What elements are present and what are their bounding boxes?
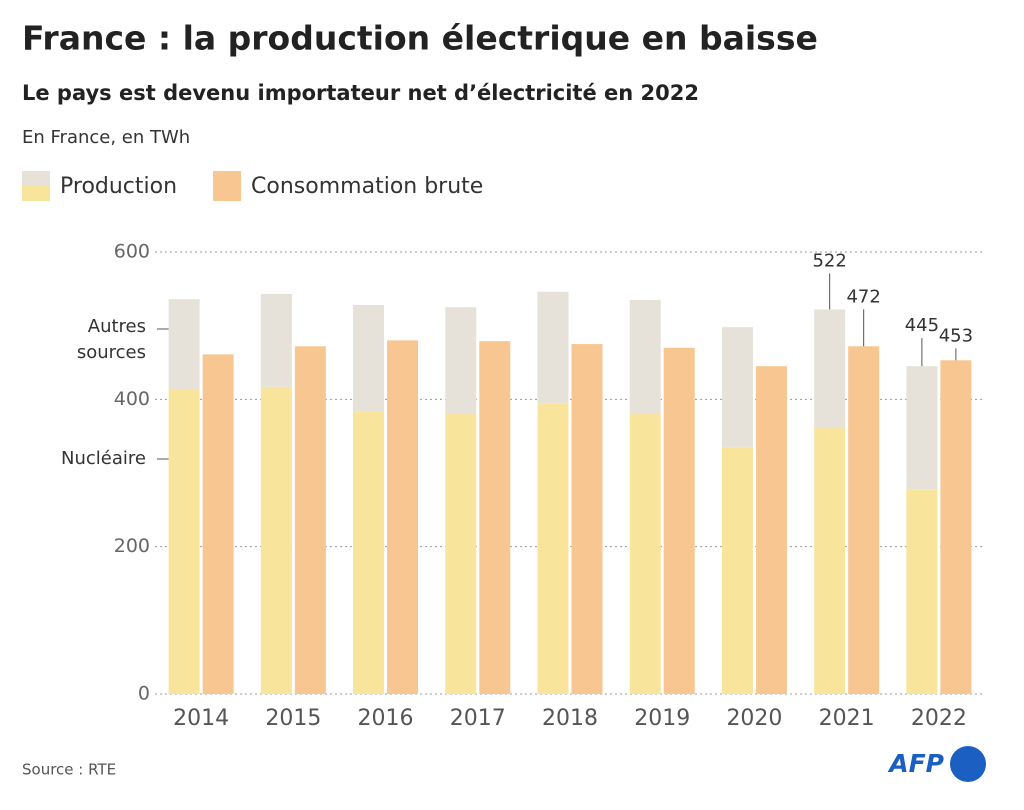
x-tick-label: 2022 — [911, 706, 967, 731]
bar — [755, 366, 787, 694]
logo-circle — [950, 746, 986, 782]
bar — [814, 428, 846, 694]
segment-label: Autres sources — [77, 316, 146, 363]
y-tick-label: 400 — [114, 388, 150, 410]
annotation-label: 453 — [939, 325, 973, 346]
bar — [445, 307, 477, 415]
bar — [260, 293, 292, 387]
y-tick-label: 200 — [114, 535, 150, 557]
bar — [353, 305, 385, 412]
legend-label: Production — [60, 174, 177, 199]
x-tick-label: 2021 — [819, 706, 875, 731]
bar — [814, 309, 846, 429]
chart-subtitle: Le pays est devenu importateur net d’éle… — [22, 81, 699, 105]
x-tick-label: 2014 — [173, 706, 229, 731]
bar — [571, 344, 603, 694]
bar — [537, 403, 569, 694]
x-tick-label: 2017 — [450, 706, 506, 731]
source: Source : RTE — [22, 761, 116, 779]
bar — [479, 341, 511, 694]
bar — [168, 389, 200, 694]
x-tick-label: 2016 — [358, 706, 414, 731]
bar — [940, 360, 972, 694]
bar — [629, 299, 661, 415]
annotation-label: 472 — [846, 286, 880, 307]
legend-swatch — [22, 186, 50, 201]
bar — [721, 327, 753, 448]
bar — [445, 414, 477, 694]
segment-label: Nucléaire — [61, 448, 146, 469]
x-tick-label: 2018 — [542, 706, 598, 731]
bar — [721, 447, 753, 694]
logo: AFP — [887, 749, 944, 778]
bar — [260, 386, 292, 694]
bar — [387, 340, 419, 694]
x-tick-label: 2015 — [265, 706, 321, 731]
unit-note: En France, en TWh — [22, 127, 190, 148]
legend-label: Consommation brute — [251, 174, 483, 199]
bar — [906, 366, 938, 490]
legend-swatch — [213, 171, 242, 201]
annotation-label: 522 — [812, 250, 846, 271]
bar — [294, 346, 326, 694]
bar — [663, 347, 695, 694]
x-tick-label: 2020 — [726, 706, 782, 731]
chart-title: France : la production électrique en bai… — [22, 19, 818, 58]
y-tick-label: 600 — [114, 241, 150, 263]
bar — [848, 346, 880, 694]
legend-swatch — [22, 171, 50, 186]
bar — [906, 489, 938, 694]
annotation-label: 445 — [905, 315, 939, 336]
bar — [629, 414, 661, 694]
bar — [202, 354, 234, 694]
x-tick-label: 2019 — [634, 706, 690, 731]
y-tick-label: 0 — [138, 683, 150, 705]
bar — [537, 291, 569, 404]
bar — [168, 299, 200, 390]
bar — [353, 411, 385, 694]
